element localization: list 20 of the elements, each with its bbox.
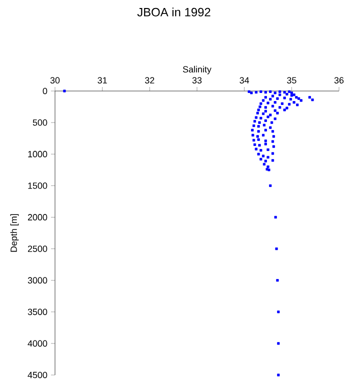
x-tick-label: 33 bbox=[192, 77, 202, 84]
y-tick-label: 4500 bbox=[28, 372, 48, 378]
y-tick-label: 3500 bbox=[28, 308, 48, 316]
y-tick-label: 1500 bbox=[28, 182, 48, 189]
y-tick-label: 0 bbox=[42, 88, 48, 94]
x-axis-title: Salinity bbox=[182, 66, 212, 74]
y-tick-label: 4000 bbox=[28, 340, 48, 347]
y-tick-label: 2000 bbox=[28, 214, 48, 220]
chart-title: JBOA in 1992 bbox=[137, 8, 210, 16]
y-tick-label: 3000 bbox=[28, 277, 48, 284]
y-tick-label: 1000 bbox=[28, 150, 48, 158]
x-tick-label: 36 bbox=[334, 77, 344, 84]
x-tick-label: 32 bbox=[145, 77, 154, 84]
y-tick-label: 500 bbox=[32, 119, 48, 126]
x-tick-label: 35 bbox=[287, 77, 296, 84]
y-tick-label: 2500 bbox=[28, 246, 48, 252]
x-tick-label: 30 bbox=[50, 77, 60, 84]
y-axis-title: Depth [m] bbox=[10, 214, 19, 252]
x-tick-label: 31 bbox=[98, 77, 107, 84]
x-tick-label: 34 bbox=[240, 77, 250, 84]
